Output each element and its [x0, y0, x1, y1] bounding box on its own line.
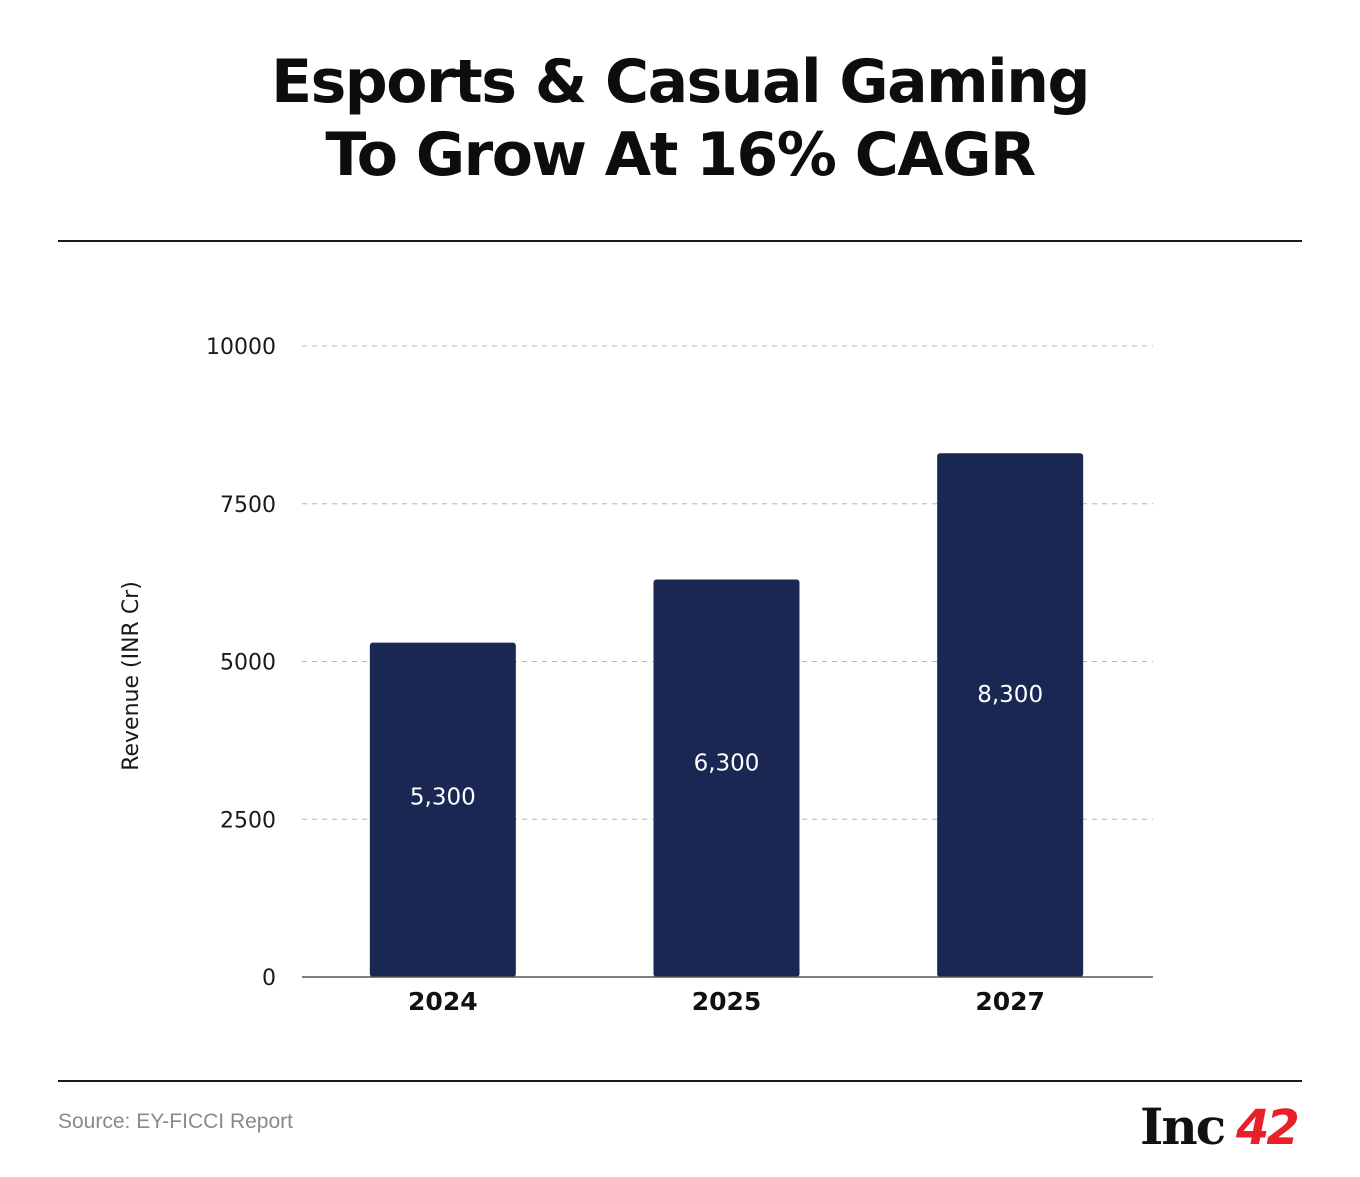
inc42-logo: Inc 42: [1140, 1098, 1300, 1150]
x-tick-label: 2027: [975, 987, 1045, 1016]
y-tick-label: 7500: [220, 493, 276, 518]
y-tick-label: 10000: [206, 335, 276, 360]
data-label-2024: 5,300: [410, 784, 476, 810]
bar-2025: [653, 579, 800, 977]
bar-2027: [937, 453, 1084, 977]
y-axis-ticks: 0 2500 5000 7500 10000: [206, 335, 276, 991]
data-label-2025: 6,300: [694, 750, 760, 776]
bars: [369, 453, 1084, 977]
chart-title: Esports & Casual Gaming To Grow At 16% C…: [0, 46, 1360, 192]
logo-number: 42: [1235, 1100, 1297, 1150]
data-labels: 5,300 6,300 8,300: [410, 682, 1043, 810]
data-label-2027: 8,300: [977, 682, 1043, 708]
y-tick-label: 2500: [220, 808, 276, 833]
bar-2024: [369, 642, 516, 977]
y-tick-label: 5000: [220, 651, 276, 676]
y-tick-label: 0: [262, 966, 276, 991]
bottom-divider: [58, 1080, 1302, 1082]
x-axis-ticks: 2024 2025 2027: [408, 987, 1045, 1016]
x-tick-label: 2025: [692, 987, 762, 1016]
logo-wordmark: Inc: [1140, 1098, 1225, 1150]
source-note: Source: EY-FICCI Report: [58, 1110, 293, 1133]
top-divider: [58, 240, 1302, 242]
y-axis-label: Revenue (INR Cr): [119, 581, 144, 771]
x-tick-label: 2024: [408, 987, 478, 1016]
title-line-2: To Grow At 16% CAGR: [325, 120, 1036, 190]
title-line-1: Esports & Casual Gaming: [271, 47, 1090, 117]
